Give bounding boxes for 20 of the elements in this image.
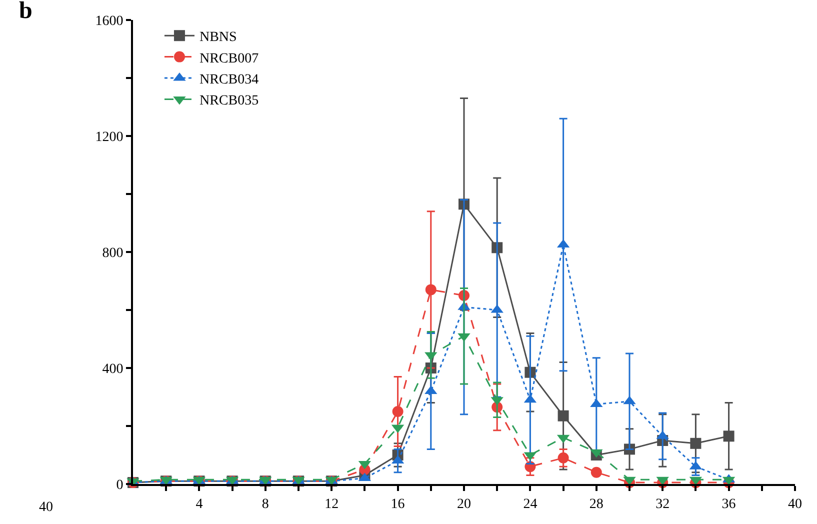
x-tick-label: 24 xyxy=(523,496,538,512)
legend-label: NBNS xyxy=(199,30,237,46)
y-tick-label: 400 xyxy=(102,362,124,377)
y-tick-label: 1200 xyxy=(95,130,124,145)
legend-label: NRCB034 xyxy=(199,72,259,88)
x-tick-label: 36 xyxy=(722,496,736,512)
chart-title: b xyxy=(19,0,32,24)
x-tick-label: 8 xyxy=(262,496,269,512)
x-tick-label: 28 xyxy=(589,496,604,512)
y-tick-label: 0 xyxy=(116,478,124,493)
x-tick-label: 40 xyxy=(788,496,802,512)
x-tick-label: 32 xyxy=(656,496,670,512)
x-tick-label: 16 xyxy=(390,496,405,512)
x-tick-label: 12 xyxy=(324,496,339,512)
y-tick-label: 800 xyxy=(102,246,124,261)
x-tick-label: 20 xyxy=(457,496,471,512)
legend-label: NRCB035 xyxy=(199,94,259,109)
y-tick-label: 1600 xyxy=(95,14,124,29)
legend-label: NRCB007 xyxy=(199,51,259,66)
x-tick-label: 4 xyxy=(196,496,203,512)
